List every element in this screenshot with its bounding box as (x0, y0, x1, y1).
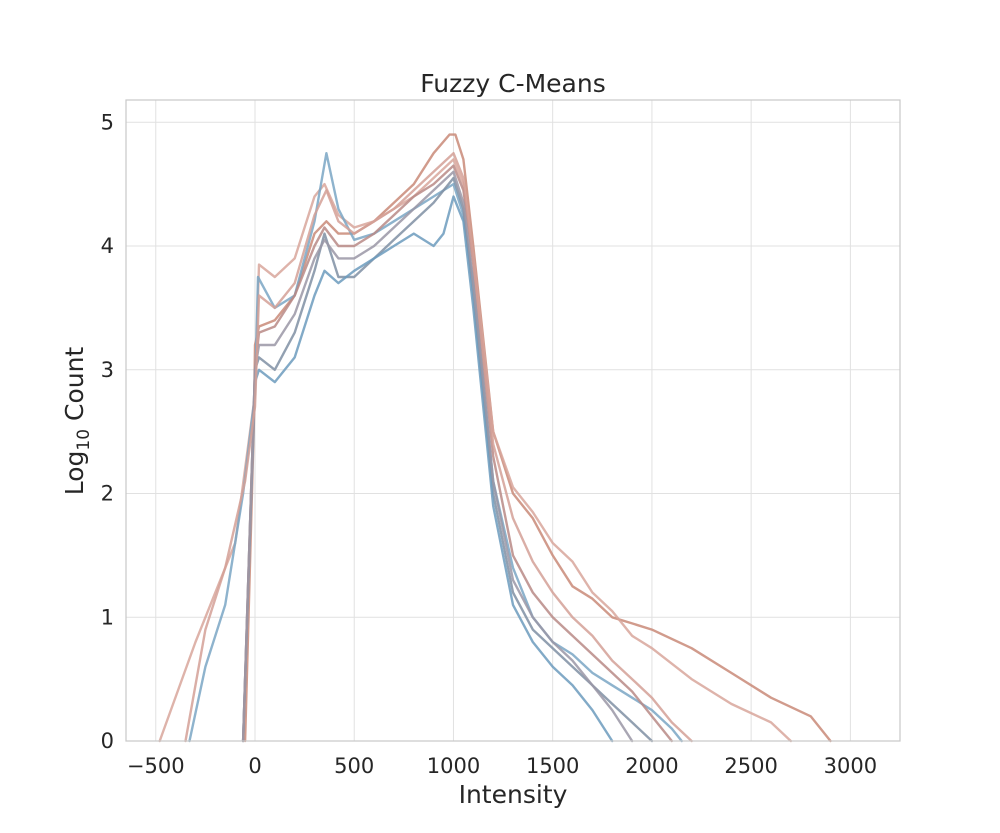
x-tick-label: 2500 (724, 754, 777, 778)
x-axis-label: Intensity (459, 780, 568, 809)
series-line-4 (241, 176, 654, 743)
series-line-5 (241, 195, 614, 743)
x-tick-label: 1500 (526, 754, 579, 778)
x-tick-label: 0 (248, 754, 261, 778)
series-lines (158, 133, 832, 743)
y-tick-label: 1 (101, 605, 114, 629)
y-axis-label-tail: Count (60, 347, 89, 429)
chart-title: Fuzzy C-Means (420, 69, 605, 98)
x-tick-label: 1000 (427, 754, 480, 778)
y-tick-label: 2 (101, 482, 114, 506)
series-line-7 (241, 170, 634, 743)
series-line-2 (158, 158, 792, 743)
x-tick-label: 3000 (824, 754, 877, 778)
plot-frame (125, 99, 901, 742)
y-axis-label-subscript: 10 (74, 429, 94, 451)
y-tick-label: 5 (101, 110, 114, 134)
y-tick-label: 3 (101, 358, 114, 382)
x-tick-label: 2000 (625, 754, 678, 778)
y-axis-label-main: Log (60, 451, 89, 496)
grid-lines (126, 100, 900, 742)
series-line-3 (188, 152, 683, 743)
x-tick-label: 500 (334, 754, 374, 778)
series-line-6 (241, 164, 673, 743)
x-tick-label: −500 (127, 754, 185, 778)
y-tick-label: 0 (101, 729, 114, 753)
y-tick-label: 4 (101, 234, 114, 258)
y-tick-labels: 0 1 2 3 4 5 (101, 110, 114, 753)
y-axis-label: Log10 Count (60, 347, 94, 496)
x-tick-labels: −500 0 500 1000 1500 2000 2500 3000 (127, 754, 877, 778)
series-line-8 (184, 152, 693, 743)
